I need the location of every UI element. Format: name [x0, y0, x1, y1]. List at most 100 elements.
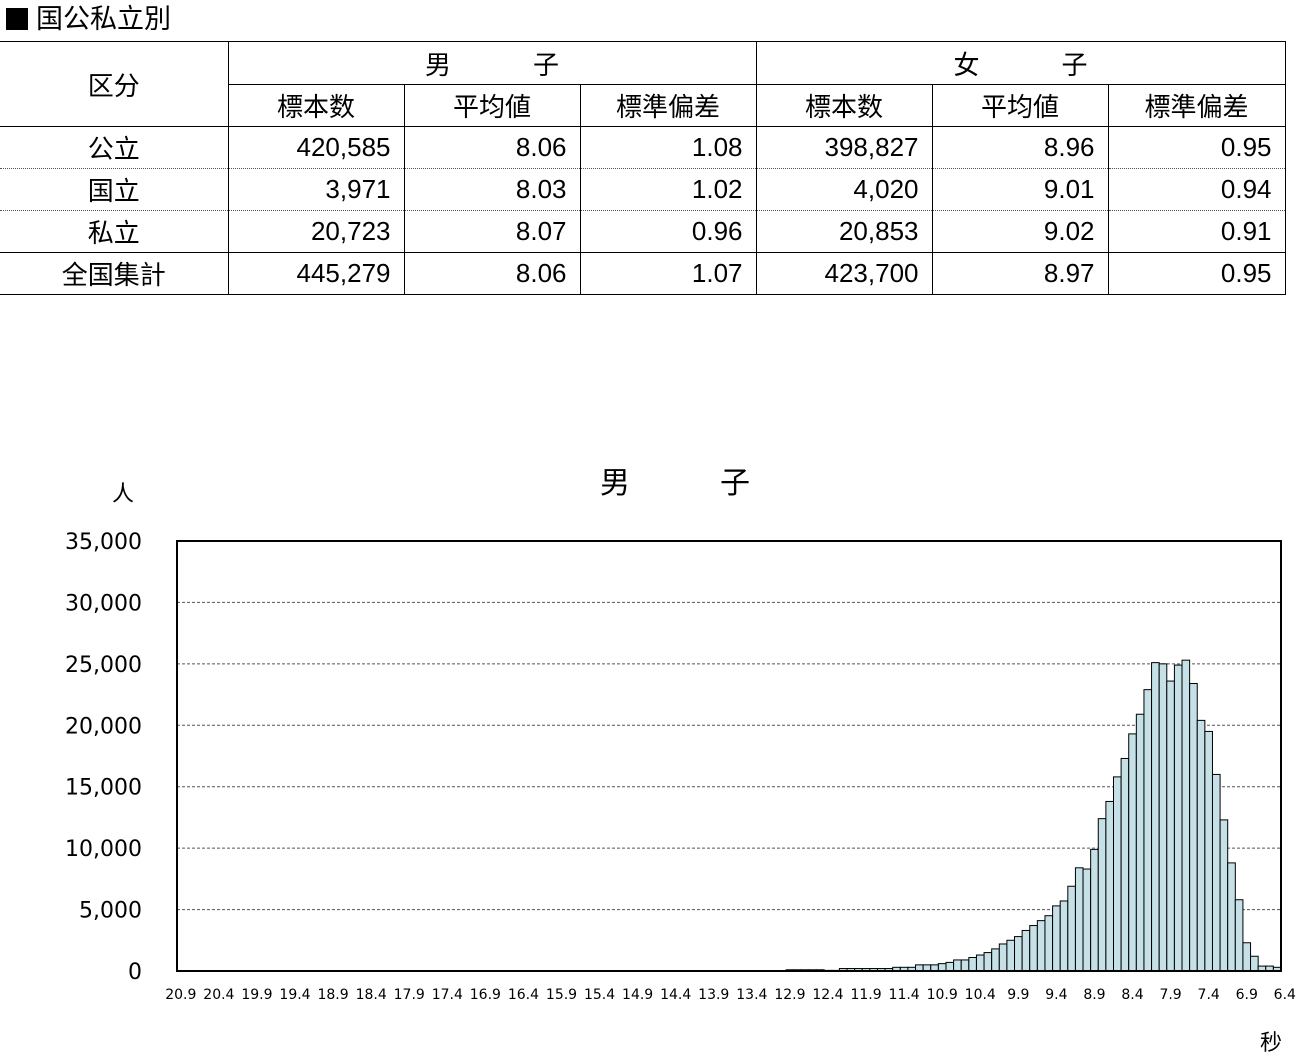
- x-tick-label: 10.4: [965, 987, 996, 1003]
- section-title: 国公私立別: [6, 2, 171, 38]
- histogram-bar: [1173, 664, 1183, 972]
- subheader-male-sd: 標準偏差: [580, 84, 757, 127]
- cell: 1.07: [580, 252, 757, 295]
- y-tick-label: 20,000: [65, 714, 142, 739]
- x-tick-label: 13.4: [736, 987, 767, 1003]
- x-tick-label: 20.9: [165, 987, 196, 1003]
- y-tick-label: 5,000: [79, 899, 142, 924]
- histogram-bar: [1044, 915, 1054, 972]
- x-tick-label: 10.9: [927, 987, 958, 1003]
- histogram-bar: [1204, 730, 1213, 972]
- x-axis-unit: 秒: [1260, 1031, 1283, 1056]
- subheader-female-sd: 標準偏差: [1108, 84, 1286, 127]
- x-tick-label: 17.9: [394, 987, 425, 1003]
- histogram-bar: [1021, 929, 1031, 972]
- histogram-bar: [1059, 900, 1069, 972]
- cell: 8.06: [404, 252, 581, 295]
- histogram-bar: [1090, 848, 1099, 972]
- x-tick-label: 14.4: [660, 987, 691, 1003]
- histogram-bar: [945, 961, 955, 972]
- histogram-bar: [953, 959, 962, 972]
- cell: 3,971: [228, 168, 405, 211]
- y-tick-label: 15,000: [65, 776, 142, 801]
- histogram-bar: [968, 956, 977, 972]
- histogram-bar: [1112, 776, 1122, 972]
- cell: 1.02: [580, 168, 757, 211]
- histogram-bar: [960, 959, 970, 972]
- histogram-bar: [1006, 939, 1016, 972]
- histogram-bar: [1227, 862, 1236, 972]
- subheader-male-n: 標本数: [228, 84, 405, 127]
- cell: 398,827: [756, 126, 933, 169]
- y-tick-label: 0: [128, 960, 142, 985]
- row-label: 国立: [0, 168, 229, 211]
- section-title-text: 国公私立別: [36, 4, 171, 35]
- histogram-bar: [1052, 905, 1061, 972]
- x-tick-label: 20.4: [203, 987, 234, 1003]
- subheader-male-mean: 平均値: [404, 84, 581, 127]
- stats-table: 区分 男 子 女 子 標本数 平均値 標準偏差 標本数 平均値 標準偏差 公立 …: [0, 41, 1286, 295]
- x-tick-label: 6.9: [1236, 987, 1258, 1003]
- histogram-bar: [1105, 800, 1114, 972]
- x-tick-label: 8.4: [1121, 987, 1143, 1003]
- histogram-bar: [1143, 689, 1153, 972]
- x-tick-label: 14.9: [622, 987, 653, 1003]
- cell: 1.08: [580, 126, 757, 169]
- x-tick-label: 6.4: [1274, 987, 1296, 1003]
- cell: 8.03: [404, 168, 581, 211]
- x-tick-label: 17.4: [432, 987, 463, 1003]
- cell: 0.94: [1108, 168, 1286, 211]
- y-axis-unit: 人: [112, 482, 135, 507]
- x-tick-label: 9.4: [1045, 987, 1067, 1003]
- row-label: 全国集計: [0, 252, 229, 295]
- y-tick-label: 10,000: [65, 837, 142, 862]
- cell: 8.06: [404, 126, 581, 169]
- cell: 4,020: [756, 168, 933, 211]
- histogram-bar: [991, 948, 1000, 972]
- x-tick-label: 11.4: [889, 987, 920, 1003]
- histogram-bar: [1181, 659, 1191, 972]
- row-label: 公立: [0, 126, 229, 169]
- plot-frame: [176, 540, 1282, 972]
- histogram-bar: [1097, 818, 1107, 972]
- x-tick-label: 11.9: [850, 987, 881, 1003]
- cell: 0.95: [1108, 126, 1286, 169]
- histogram-bar: [1128, 733, 1137, 972]
- x-tick-label: 9.9: [1007, 987, 1029, 1003]
- cell: 8.97: [932, 252, 1109, 295]
- x-tick-label: 16.4: [508, 987, 539, 1003]
- subheader-female-mean: 平均値: [932, 84, 1109, 127]
- histogram-bar: [1120, 757, 1130, 972]
- x-tick-label: 18.4: [356, 987, 387, 1003]
- cell: 8.96: [932, 126, 1109, 169]
- histogram-bar: [975, 954, 985, 972]
- x-tick-label: 15.9: [546, 987, 577, 1003]
- histogram-bar: [937, 963, 947, 972]
- square-bullet-icon: [6, 8, 28, 30]
- histogram-bar: [1196, 719, 1206, 972]
- chart-title: 男 子: [600, 466, 780, 501]
- cell: 0.95: [1108, 252, 1286, 295]
- cell: 0.96: [580, 210, 757, 253]
- histogram-bar: [1166, 680, 1175, 972]
- histogram-bar: [1067, 885, 1076, 972]
- group-header-female: 女 子: [756, 41, 1286, 85]
- histogram-bar: [1014, 936, 1023, 972]
- x-tick-label: 16.9: [470, 987, 501, 1003]
- x-tick-label: 19.9: [241, 987, 272, 1003]
- table-row: 私立 20,723 8.07 0.96 20,853 9.02 0.91: [0, 210, 1286, 253]
- y-tick-label: 30,000: [65, 591, 142, 616]
- histogram-bar: [1250, 955, 1259, 972]
- cell: 8.07: [404, 210, 581, 253]
- histogram-bar: [1211, 773, 1221, 972]
- histogram-bar: [1036, 920, 1046, 972]
- y-tick-label: 35,000: [65, 530, 142, 555]
- y-tick-label: 25,000: [65, 653, 142, 678]
- x-tick-label: 19.4: [279, 987, 310, 1003]
- x-tick-label: 12.4: [812, 987, 843, 1003]
- histogram-bar: [1029, 925, 1038, 972]
- cell: 20,723: [228, 210, 405, 253]
- cell: 423,700: [756, 252, 933, 295]
- histogram-bar: [1219, 819, 1229, 972]
